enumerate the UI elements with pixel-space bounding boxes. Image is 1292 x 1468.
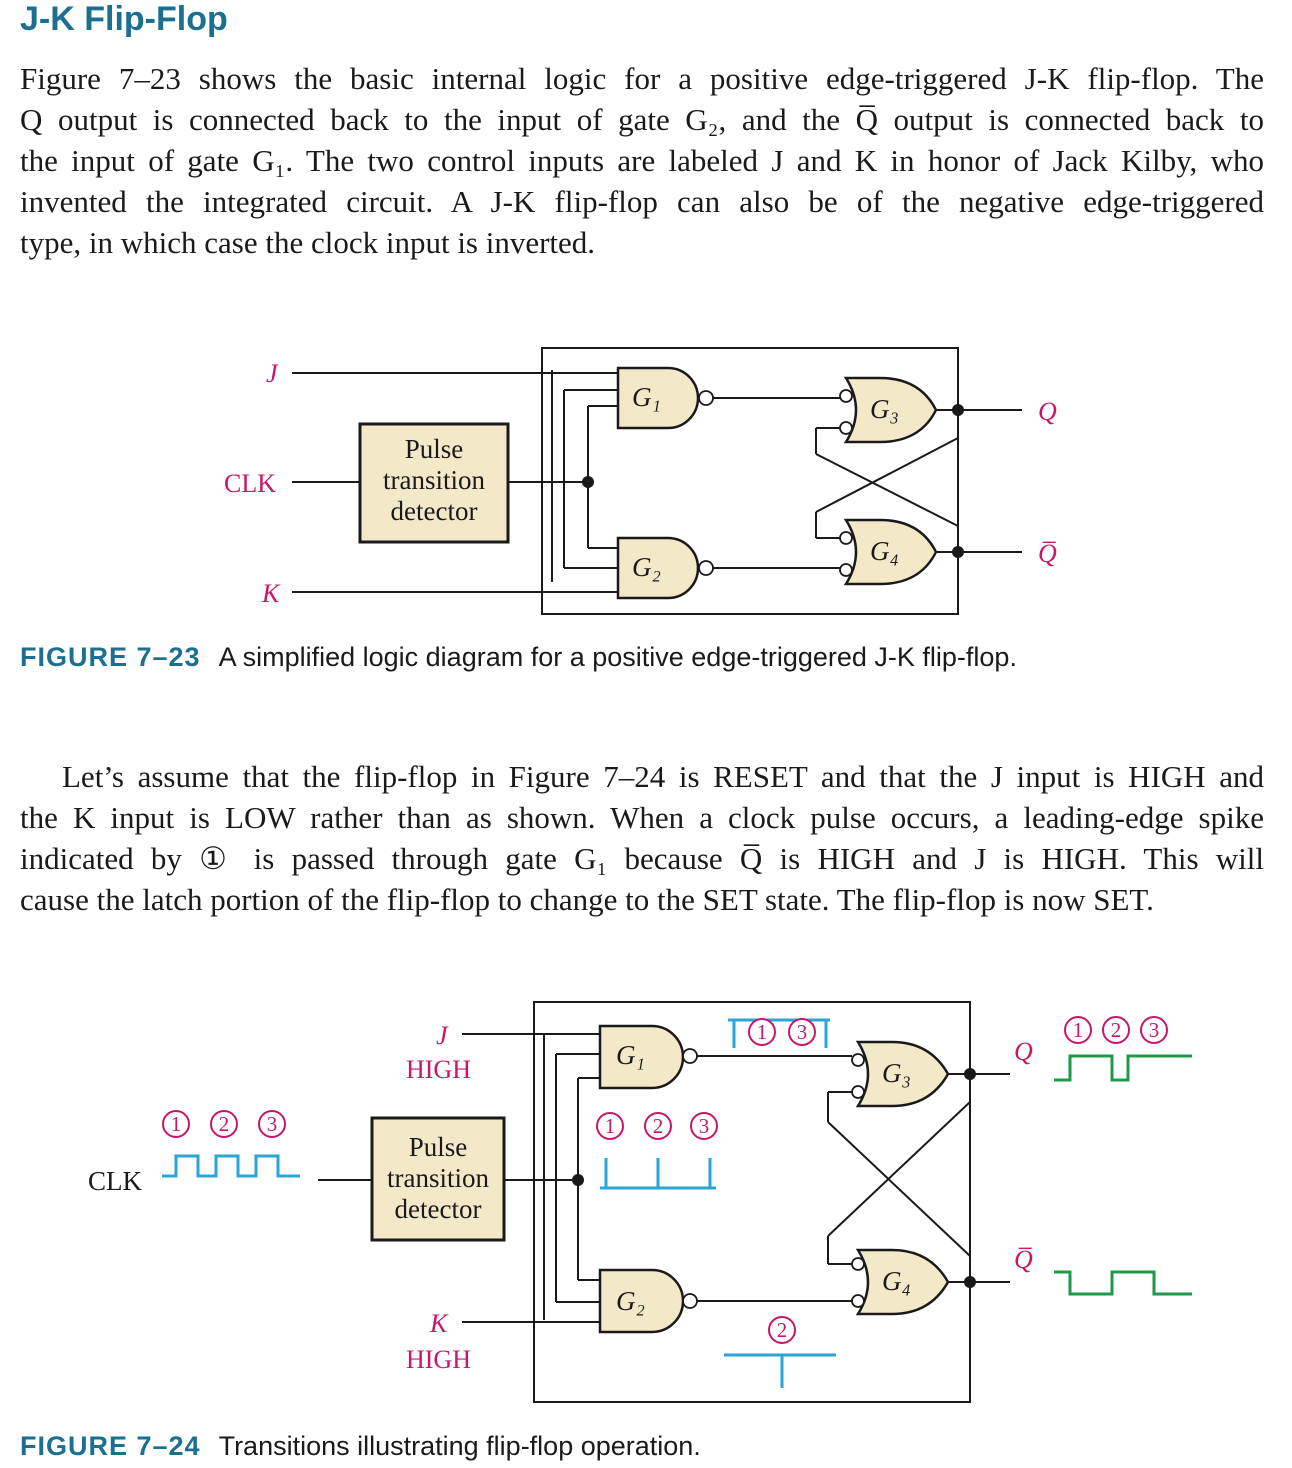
- qbar-waveform: [1054, 1270, 1192, 1296]
- figure-number: FIGURE 7–23: [20, 642, 201, 672]
- q-waveform: [1054, 1054, 1192, 1082]
- paragraph-line: the input of gate G₁. The two control in…: [20, 143, 1264, 178]
- marker-3: 3: [699, 1114, 710, 1138]
- figure-7-24-caption: FIGURE 7–24 Transitions illustrating flip…: [20, 1431, 701, 1462]
- marker-2: 2: [653, 1114, 664, 1138]
- gate-g2: [616, 536, 700, 600]
- q-label: Q: [1014, 1037, 1033, 1066]
- k-level-label: HIGH: [406, 1345, 471, 1374]
- detector-label: Pulse: [405, 434, 464, 464]
- gate-g4: [855, 1248, 950, 1316]
- g4-label: G₄: [882, 1266, 911, 1296]
- paragraph-line: Figure 7–23 shows the basic internal log…: [20, 61, 1264, 96]
- feedback-frame: [533, 1001, 971, 1403]
- g1-label: G₁: [616, 1040, 645, 1070]
- marker-1: 1: [171, 1112, 182, 1136]
- paragraph-line: cause the latch portion of the flip-flop…: [20, 882, 1154, 917]
- section-heading: J-K Flip-Flop: [20, 0, 228, 38]
- g1-label: G₁: [632, 382, 661, 412]
- marker-1: 1: [1073, 1018, 1084, 1042]
- clk-label: CLK: [224, 469, 276, 498]
- marker-3: 3: [797, 1020, 808, 1044]
- j-label: J: [266, 359, 279, 388]
- gate-g1: [616, 366, 700, 430]
- g4-label: G₄: [870, 536, 899, 566]
- g3-label: G₃: [870, 394, 899, 424]
- g2-label: G₂: [616, 1286, 645, 1316]
- marker-2: 2: [1111, 1018, 1122, 1042]
- paragraph-line: invented the integrated circuit. A J-K f…: [20, 184, 1264, 219]
- marker-2: 2: [777, 1318, 788, 1342]
- detector-label: detector: [395, 1194, 482, 1224]
- marker-1: 1: [605, 1114, 616, 1138]
- j-level-label: HIGH: [406, 1055, 471, 1084]
- marker-3: 3: [1149, 1018, 1160, 1042]
- paragraph-line: Let’s assume that the flip-flop in Figur…: [62, 759, 1264, 794]
- gate-g3: [843, 376, 938, 444]
- pulse-transition-detector: [370, 1116, 506, 1242]
- pulse-transition-detector: [358, 422, 510, 544]
- k-label: K: [429, 1309, 449, 1338]
- paragraph-line: type, in which case the clock input is i…: [20, 225, 596, 260]
- gate-g3: [855, 1040, 950, 1108]
- figure-7-24-diagram: 1 2 3 1 2 3 1 3 2 1 2 3 J HIGH K HIGH CL…: [88, 1001, 1192, 1403]
- detector-label: Pulse: [409, 1132, 468, 1162]
- gate-g4: [843, 518, 938, 586]
- clk-waveform: [162, 1154, 300, 1178]
- figure-7-23-diagram: J CLK K Q Q̅ Pulse transition detector G…: [224, 347, 1057, 615]
- explanation-paragraph: Let’s assume that the flip-flop in Figur…: [20, 756, 1264, 920]
- paragraph-line: Q output is connected back to the input …: [20, 102, 1264, 137]
- marker-2: 2: [219, 1112, 230, 1136]
- marker-3: 3: [267, 1112, 278, 1136]
- intro-paragraph: Figure 7–23 shows the basic internal log…: [20, 58, 1264, 263]
- j-label: J: [436, 1021, 449, 1050]
- qbar-label: Q̅: [1038, 539, 1057, 568]
- detector-label: detector: [391, 496, 478, 526]
- q-label: Q: [1038, 397, 1057, 426]
- g3-label: G₃: [882, 1058, 911, 1088]
- detector-label: transition: [383, 465, 485, 495]
- paragraph-line: the K input is LOW rather than as shown.…: [20, 800, 1264, 835]
- detector-label: transition: [387, 1163, 489, 1193]
- paragraph-line: indicated by ① is passed through gate G₁…: [20, 841, 1264, 876]
- g2-label: G₂: [632, 552, 661, 582]
- caption-text: A simplified logic diagram for a positiv…: [218, 642, 1017, 672]
- marker-1: 1: [757, 1020, 768, 1044]
- caption-text: Transitions illustrating flip-flop opera…: [218, 1431, 701, 1461]
- figure-number: FIGURE 7–24: [20, 1431, 201, 1461]
- clk-label: CLK: [88, 1166, 143, 1196]
- figure-7-23-caption: FIGURE 7–23 A simplified logic diagram fo…: [20, 642, 1017, 673]
- k-label: K: [261, 579, 281, 608]
- qbar-label: Q̅: [1014, 1245, 1033, 1274]
